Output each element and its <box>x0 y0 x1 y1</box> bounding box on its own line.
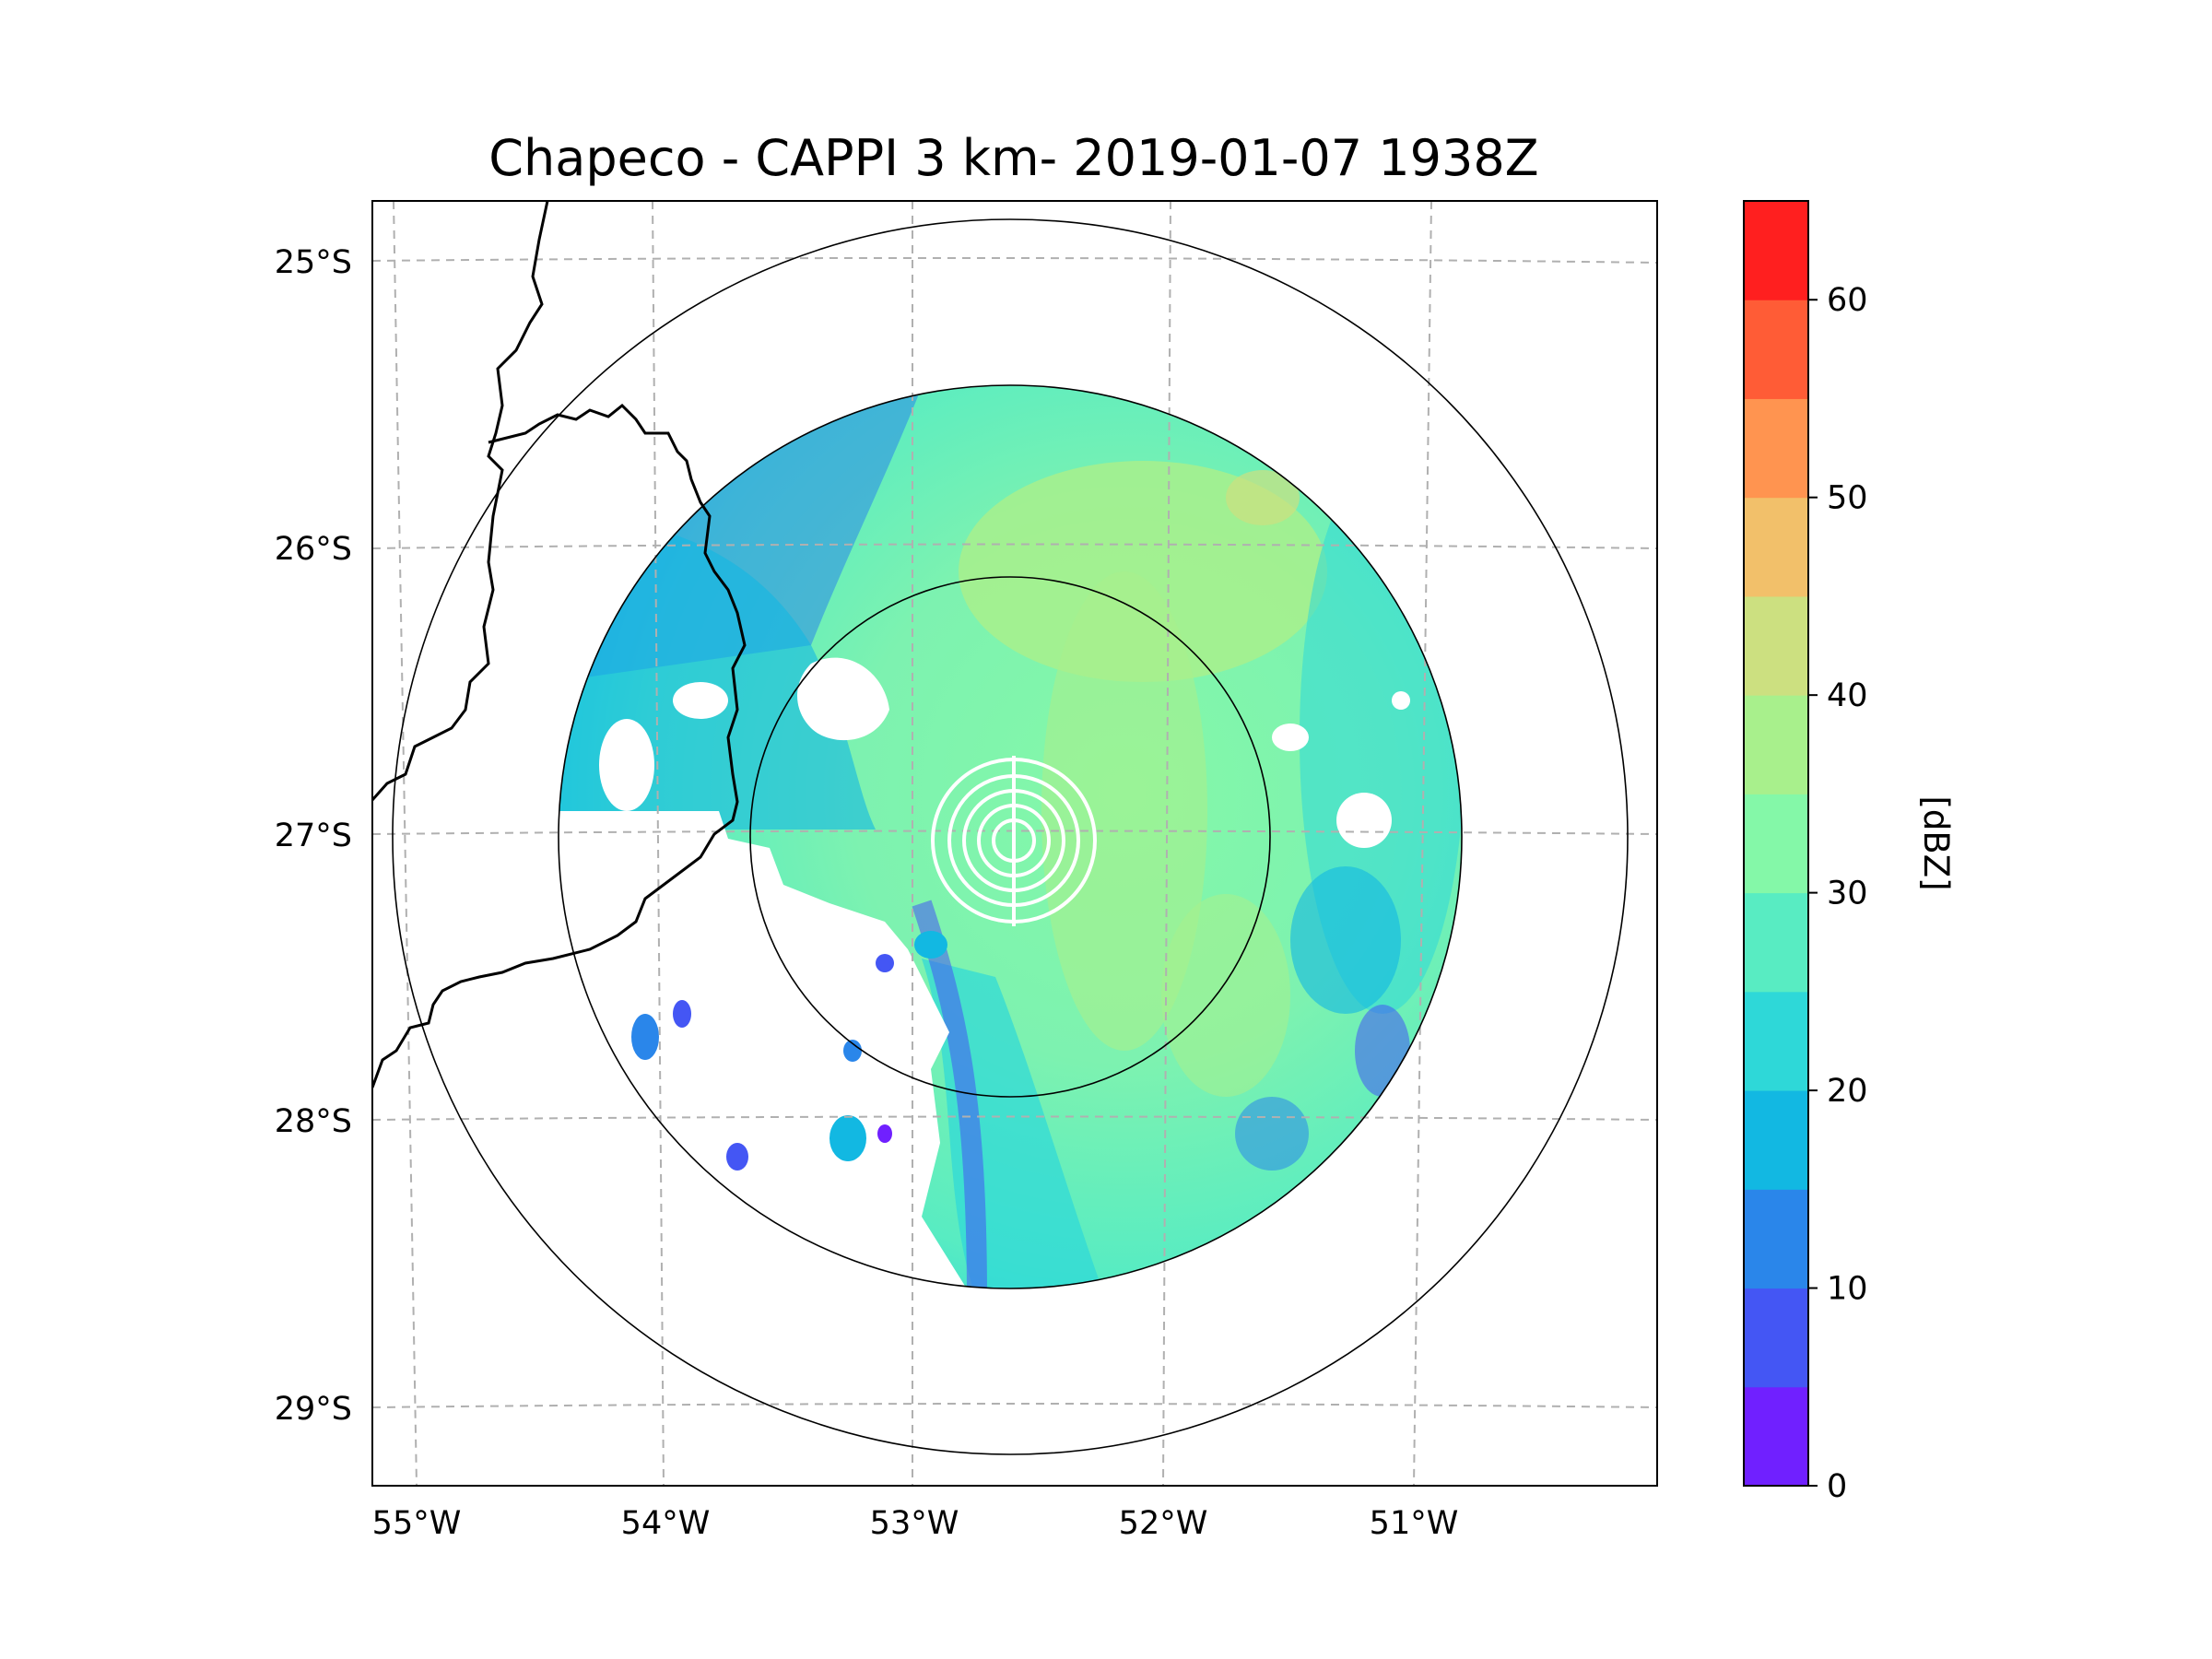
colorbar-tick-label: 0 <box>1827 1468 1847 1505</box>
map-axes <box>372 201 1657 1486</box>
colorbar-tick-label: 20 <box>1827 1073 1868 1110</box>
colorbar-tick-label: 40 <box>1827 677 1868 714</box>
colorbar-segment <box>1744 892 1808 993</box>
lon-tick-label: 54°W <box>621 1505 711 1542</box>
colorbar: 0 10 20 30 40 50 60 <box>1743 200 1868 1505</box>
ring-data-edge <box>558 384 1463 1289</box>
colorbar-segment <box>1744 991 1808 1091</box>
colorbar-segment <box>1744 398 1808 499</box>
colorbar-tick-label: 60 <box>1827 282 1868 319</box>
radar-echo-field <box>559 385 1462 1288</box>
colorbar-tick-label: 50 <box>1827 480 1868 517</box>
colorbar-segment <box>1744 695 1808 794</box>
lat-tick-label: 27°S <box>275 818 352 854</box>
colorbar-segment <box>1744 794 1808 894</box>
colorbar-segment <box>1744 595 1808 696</box>
colorbar-tick-label: 10 <box>1827 1271 1868 1308</box>
range-rings <box>392 218 1629 1455</box>
colorbar-segment <box>1744 300 1808 399</box>
colorbar-segment <box>1744 1189 1808 1289</box>
colorbar-segment <box>1744 497 1808 597</box>
colorbar-tick-label: 30 <box>1827 876 1868 912</box>
ring-outer <box>392 218 1629 1455</box>
colorbar-segment <box>1744 201 1808 300</box>
lat-tick-labels: 25°S 26°S 27°S 28°S 29°S <box>275 244 352 1428</box>
state-borders <box>372 201 747 1088</box>
radar-site-marker <box>931 756 1097 926</box>
lat-tick-label: 28°S <box>275 1103 352 1140</box>
chart-title: Chapeco - CAPPI 3 km- 2019-01-07 1938Z <box>488 129 1538 187</box>
lon-gridlines <box>393 201 1432 1486</box>
lon-tick-label: 53°W <box>870 1505 959 1542</box>
colorbar-segment <box>1744 1288 1808 1388</box>
map-frame <box>371 200 1658 1487</box>
colorbar-label: [dBZ] <box>1916 795 1956 890</box>
lon-tick-label: 52°W <box>1119 1505 1208 1542</box>
lat-tick-label: 26°S <box>275 531 352 568</box>
lat-tick-label: 29°S <box>275 1391 352 1428</box>
colorbar-segment <box>1744 1386 1808 1487</box>
ring-inner <box>749 576 1271 1098</box>
lat-tick-label: 25°S <box>275 244 352 281</box>
lon-tick-label: 55°W <box>372 1505 462 1542</box>
colorbar-frame <box>1743 200 1809 1487</box>
lon-tick-label: 51°W <box>1370 1505 1459 1542</box>
colorbar-segment <box>1744 1090 1808 1190</box>
lon-tick-labels: 55°W 54°W 53°W 52°W 51°W <box>372 1505 1459 1542</box>
